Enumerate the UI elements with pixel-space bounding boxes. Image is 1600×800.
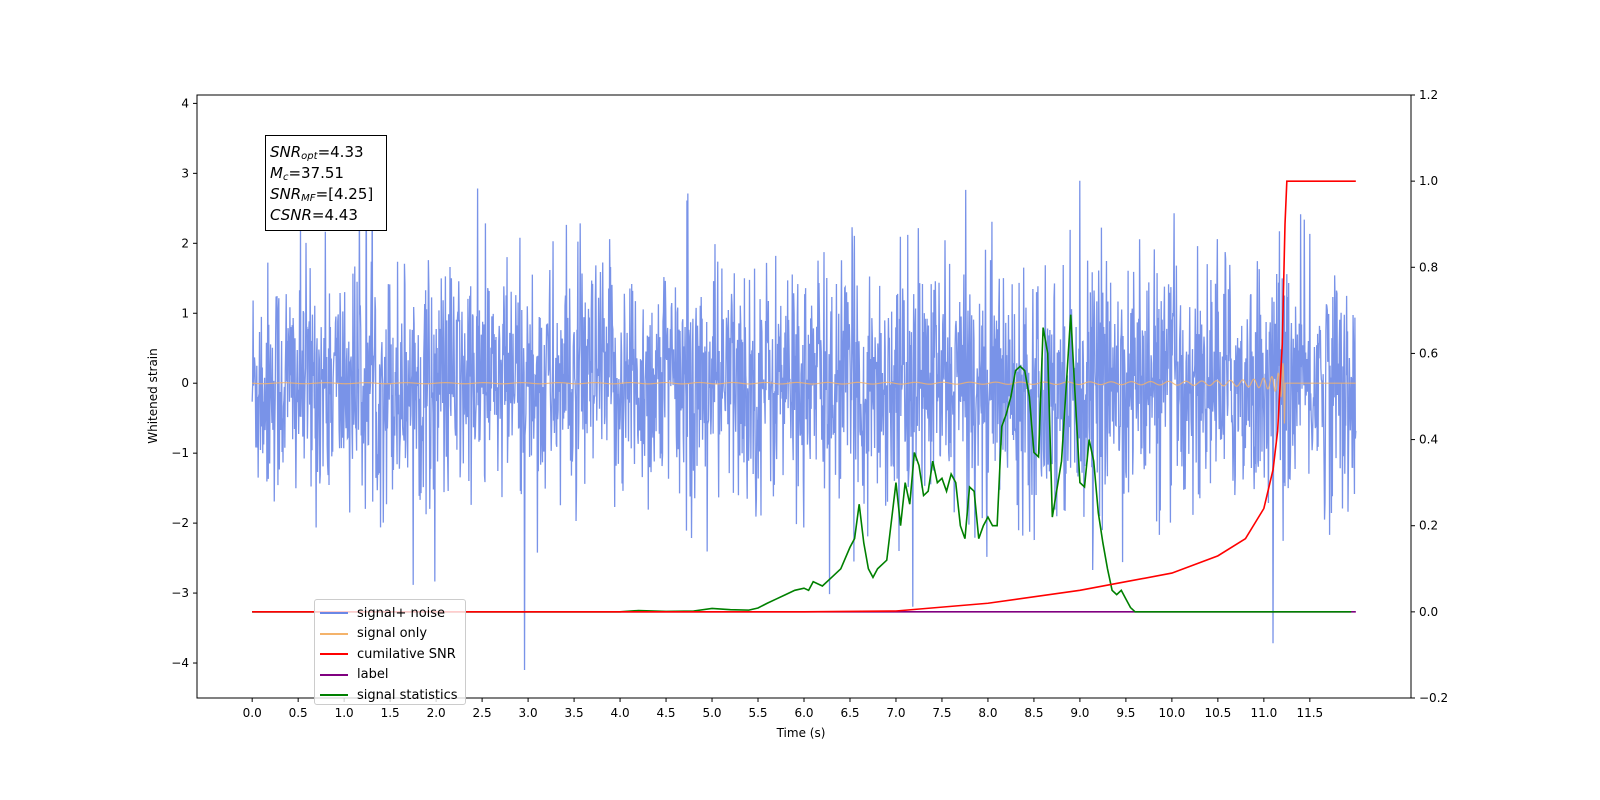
x-tick-label: 11.0	[1250, 706, 1277, 720]
legend-item-label: label	[320, 665, 465, 686]
legend: signal+ noise signal only cumilative SNR…	[314, 599, 466, 705]
x-tick-label: 11.5	[1296, 706, 1323, 720]
legend-swatch-cumulative-snr	[320, 653, 348, 656]
series-cumulative-snr	[252, 180, 1356, 613]
y2-tick-label: −0.2	[1419, 691, 1448, 705]
x-tick-label: 0.5	[289, 706, 308, 720]
legend-label-cumulative-snr: cumilative SNR	[357, 646, 456, 662]
legend-label-signal-statistics: signal statistics	[357, 687, 458, 703]
y2-tick-label: 0.6	[1419, 346, 1438, 360]
csnr-line: CSNR=4.43	[270, 206, 358, 224]
legend-label-signal-only: signal only	[357, 626, 428, 642]
y2-tick-label: 0.4	[1419, 433, 1438, 447]
y-tick-label: −1	[171, 446, 189, 460]
x-tick-label: 5.0	[702, 706, 721, 720]
x-tick-label: 4.0	[611, 706, 630, 720]
x-axis-label: Time (s)	[776, 726, 826, 740]
chirp-mass-line: Mc=37.51	[270, 164, 344, 183]
x-tick-label: 0.0	[243, 706, 262, 720]
x-tick-label: 1.5	[381, 706, 400, 720]
y-axis-label: Whitened strain	[146, 348, 160, 444]
y-tick-label: 4	[181, 96, 189, 110]
y-tick-label: −4	[171, 656, 189, 670]
legend-swatch-signal-noise	[320, 612, 348, 615]
series-signal-statistics	[252, 314, 1352, 613]
x-tick-label: 8.0	[978, 706, 997, 720]
x-tick-label: 4.5	[656, 706, 675, 720]
x-tick-label: 7.0	[886, 706, 905, 720]
x-tick-label: 9.0	[1070, 706, 1089, 720]
y2-tick-label: 0.8	[1419, 260, 1438, 274]
legend-label-label: label	[357, 667, 389, 683]
snr-annotation-box: SNRopt=4.33 Mc=37.51 SNRMF=[4.25] CSNR=4…	[265, 135, 387, 231]
x-tick-label: 3.5	[565, 706, 584, 720]
legend-item-cumulative-snr: cumilative SNR	[320, 644, 465, 665]
y2-tick-label: 0.0	[1419, 605, 1438, 619]
plot-layer	[251, 146, 1357, 671]
y2-tick-label: 0.2	[1419, 519, 1438, 533]
y-tick-label: 0	[181, 376, 189, 390]
axes-layer: 0.0 0.5 1.0 1.5 2.0 2.5 3.0 3.5 4.0 4.5 5.0 5.5 6.0 6…	[171, 88, 1448, 720]
y-tick-label: 3	[181, 166, 189, 180]
x-tick-label: 8.5	[1024, 706, 1043, 720]
legend-swatch-signal-statistics	[320, 694, 348, 697]
x-tick-label: 2.0	[427, 706, 446, 720]
series-signal-noise	[251, 146, 1357, 671]
x-tick-label: 2.5	[473, 706, 492, 720]
x-tick-label: 1.0	[335, 706, 354, 720]
y-tick-label: −2	[171, 516, 189, 530]
x-tick-label: 7.5	[932, 706, 951, 720]
x-tick-label: 10.0	[1159, 706, 1186, 720]
series-signal-only	[252, 363, 1356, 424]
legend-item-signal-statistics: signal statistics	[320, 685, 465, 706]
x-tick-label: 9.5	[1116, 706, 1135, 720]
x-tick-label: 5.5	[748, 706, 767, 720]
y-tick-label: 1	[181, 306, 189, 320]
legend-item-signal-noise: signal+ noise	[320, 603, 465, 624]
snr-opt-line: SNRopt=4.33	[270, 143, 364, 162]
y-tick-label: −3	[171, 586, 189, 600]
y2-tick-label: 1.0	[1419, 174, 1438, 188]
legend-swatch-signal-only	[320, 632, 348, 635]
legend-swatch-label	[320, 673, 348, 676]
legend-label-signal-noise: signal+ noise	[357, 605, 446, 621]
y-tick-label: 2	[181, 236, 189, 250]
snr-mf-line: SNRMF=[4.25]	[270, 185, 374, 204]
legend-item-signal-only: signal only	[320, 624, 465, 645]
x-tick-label: 6.0	[794, 706, 813, 720]
x-tick-label: 6.5	[840, 706, 859, 720]
x-tick-label: 3.0	[519, 706, 538, 720]
y2-tick-label: 1.2	[1419, 88, 1438, 102]
x-tick-label: 10.5	[1205, 706, 1232, 720]
